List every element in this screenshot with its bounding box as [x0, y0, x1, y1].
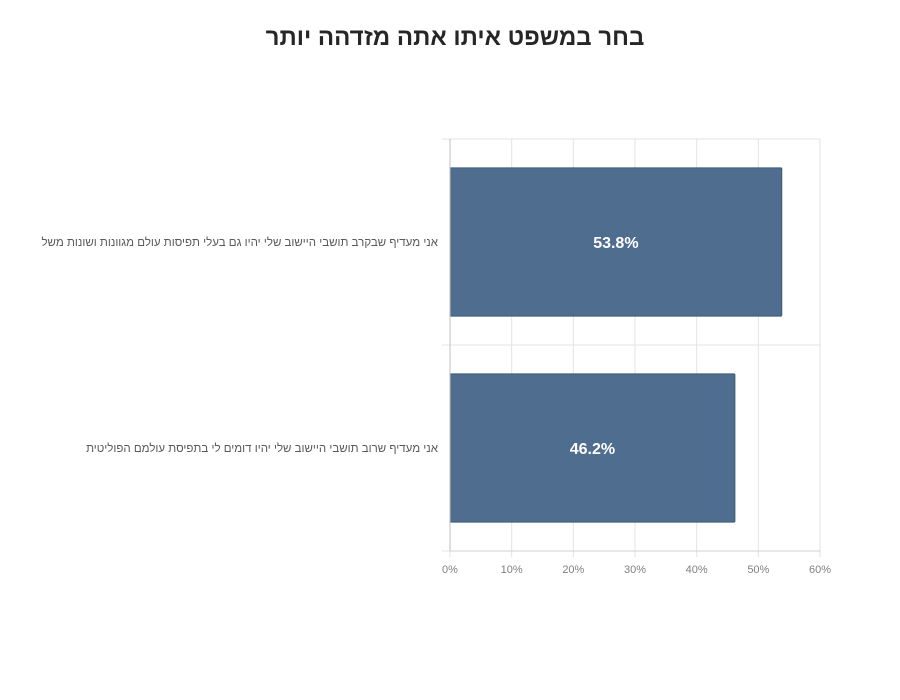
chart-title: בחר במשפט איתו אתה מזדהה יותר — [265, 24, 645, 51]
x-tick-label: 60% — [809, 564, 831, 576]
data-label: 53.8% — [593, 235, 638, 252]
x-tick-label: 20% — [562, 564, 584, 576]
x-tick-label: 0% — [442, 564, 458, 576]
x-tick-label: 40% — [686, 564, 708, 576]
x-tick-label: 50% — [747, 564, 769, 576]
axes — [449, 139, 820, 552]
x-axis-ticks: 0% 10% 20% 30% 40% 50% 60% — [442, 564, 831, 576]
data-label: 46.2% — [570, 441, 615, 458]
x-tick-label: 30% — [624, 564, 646, 576]
data-labels: 53.8% 46.2% — [570, 235, 639, 458]
category-labels: אני מעדיף שבקרב תושבי היישוב שלי יהיו גם… — [41, 236, 438, 455]
category-label: אני מעדיף שרוב תושבי היישוב שלי יהיו דומ… — [86, 442, 439, 455]
bars — [449, 167, 783, 523]
x-tick-label: 10% — [501, 564, 523, 576]
category-label: אני מעדיף שבקרב תושבי היישוב שלי יהיו גם… — [41, 236, 438, 249]
